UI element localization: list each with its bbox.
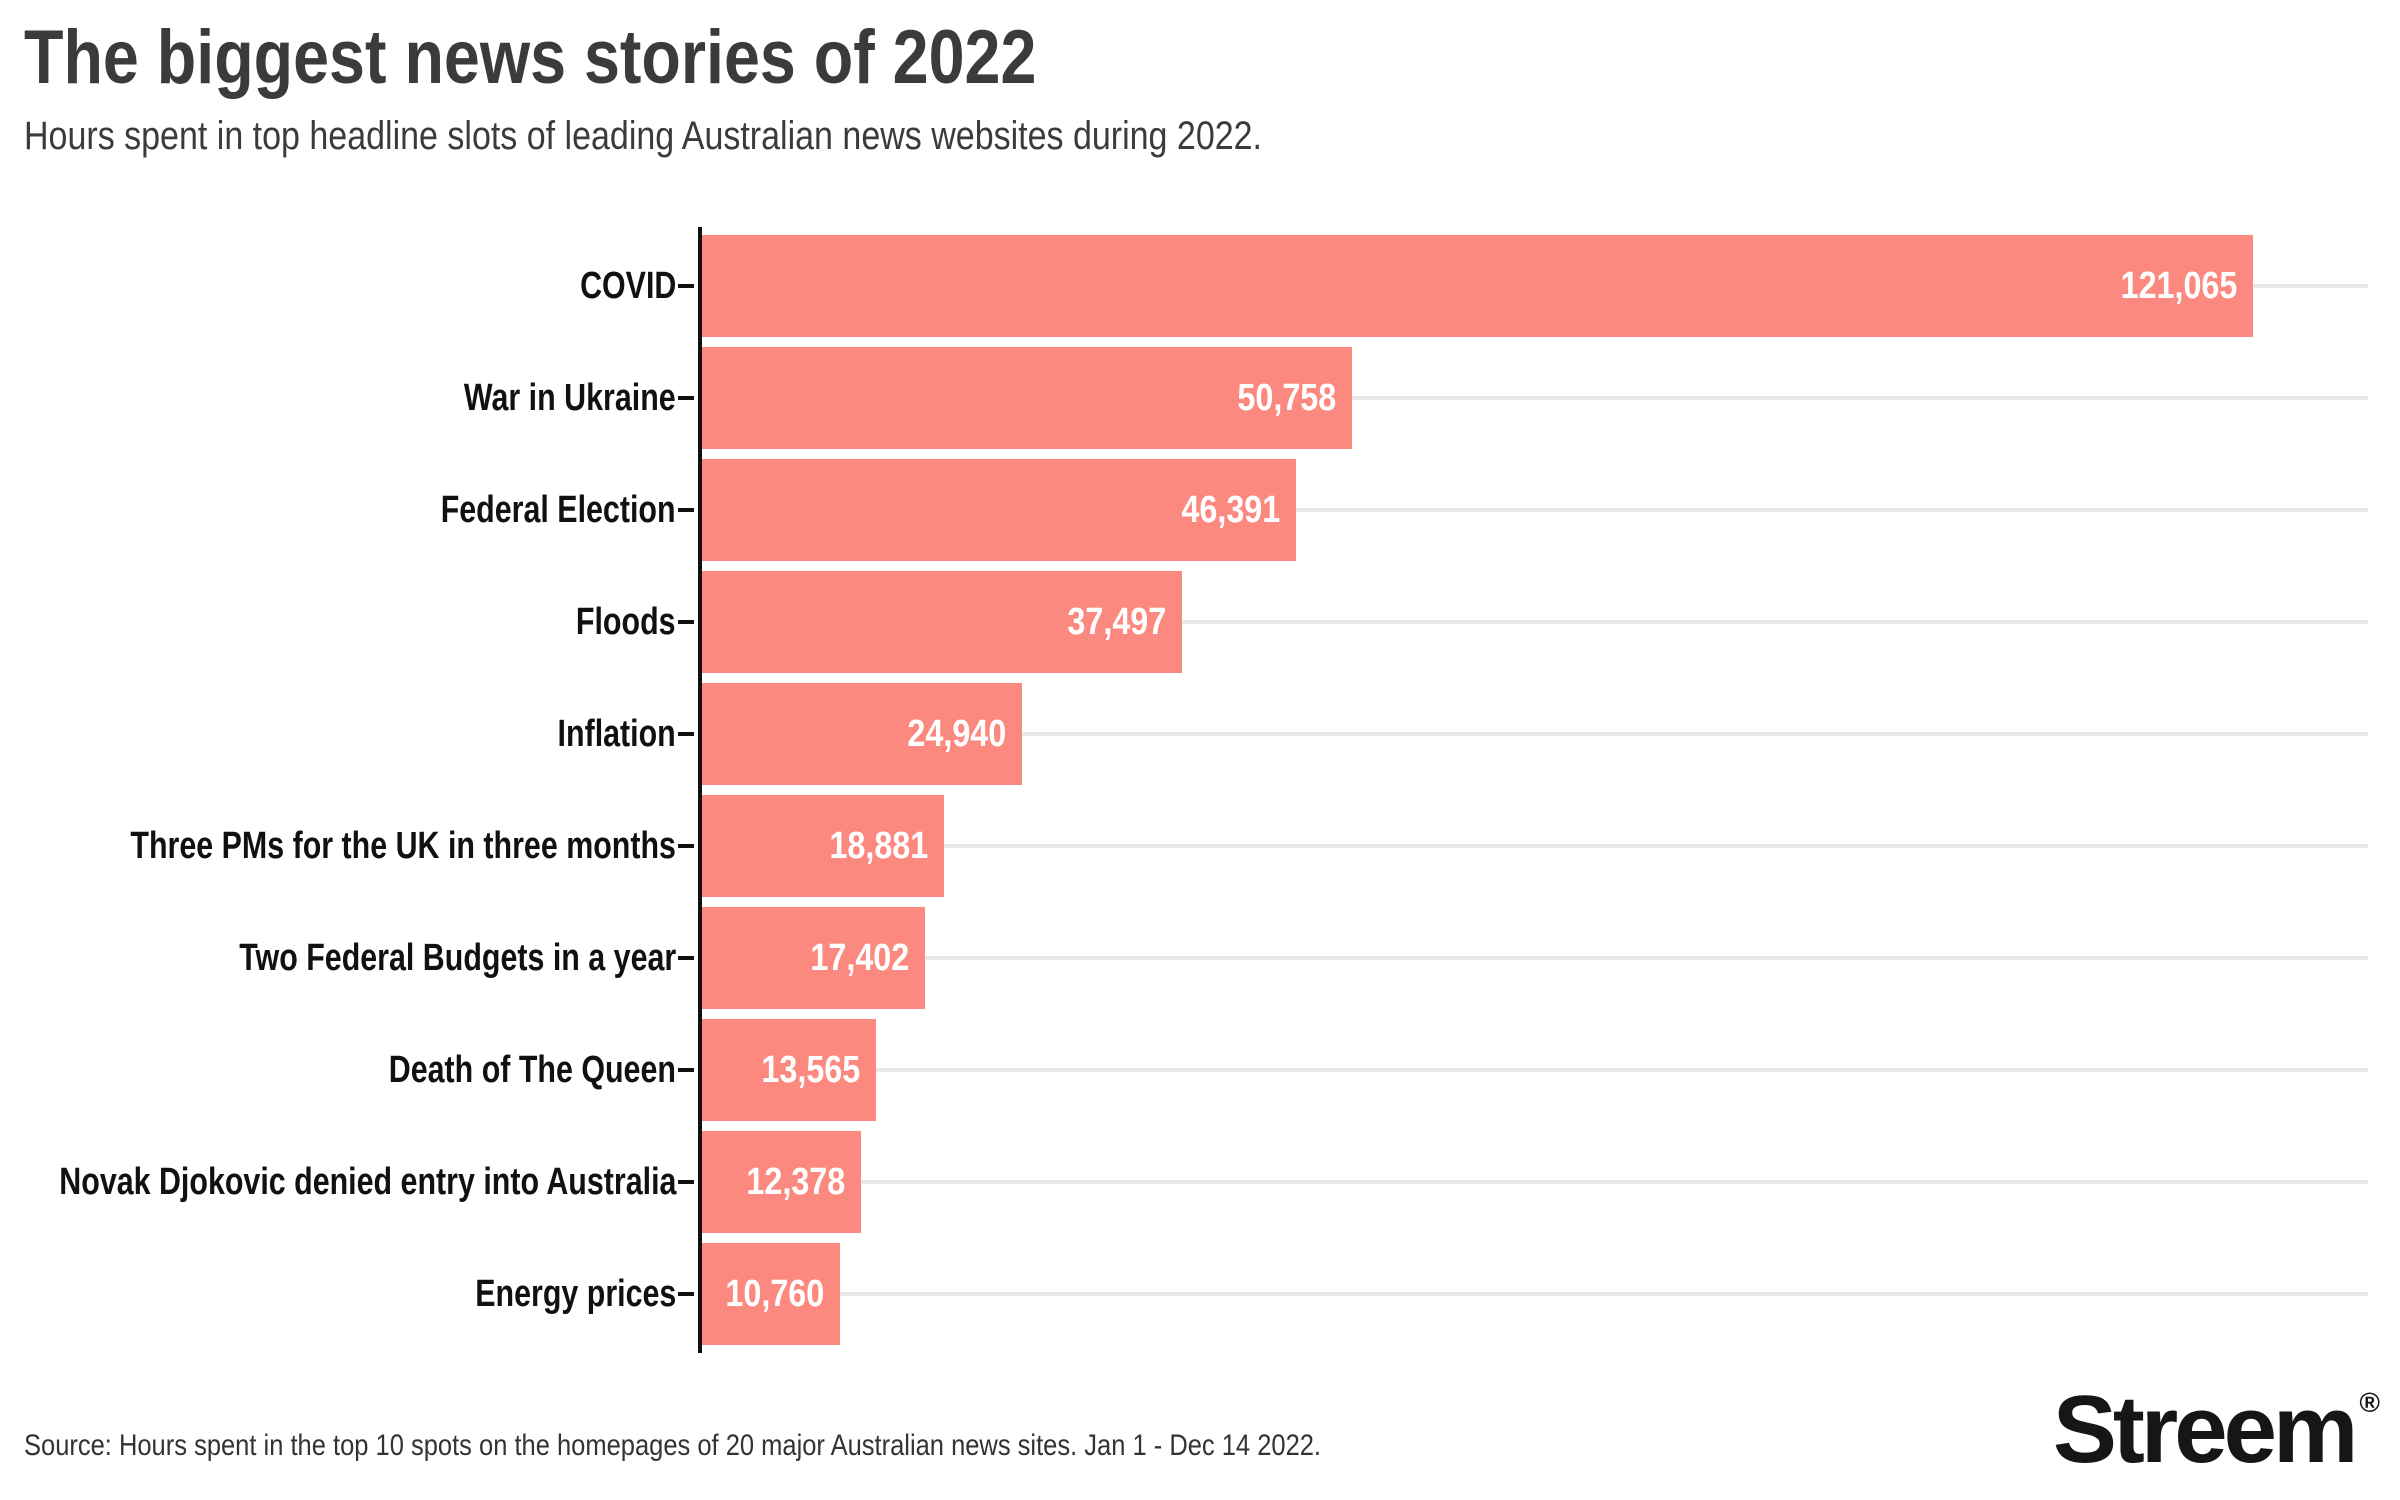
- bar-row: Three PMs for the UK in three months 18,…: [0, 795, 2400, 897]
- axis-tick: [676, 1131, 702, 1233]
- category-label: Two Federal Budgets in a year: [239, 937, 676, 979]
- bar-row: Federal Election 46,391: [0, 459, 2400, 561]
- axis-tick: [676, 459, 702, 561]
- bar: 12,378: [702, 1131, 861, 1233]
- axis-tick: [676, 235, 702, 337]
- axis-tick-mark: [678, 284, 694, 288]
- axis-tick-mark: [678, 1292, 694, 1296]
- bar: 17,402: [702, 907, 925, 1009]
- bar-row: Two Federal Budgets in a year 17,402: [0, 907, 2400, 1009]
- source-note-text: Source: Hours spent in the top 10 spots …: [24, 1429, 1322, 1462]
- category-label: Novak Djokovic denied entry into Austral…: [58, 1161, 676, 1203]
- bar: 24,940: [702, 683, 1022, 785]
- category-label: COVID: [579, 265, 676, 307]
- bar-track: 17,402: [702, 907, 2368, 1009]
- bar-track: 10,760: [702, 1243, 2368, 1345]
- bar: 46,391: [702, 459, 1296, 561]
- axis-tick: [676, 795, 702, 897]
- axis-tick: [676, 571, 702, 673]
- registered-trademark-icon: ®: [2359, 1387, 2380, 1418]
- value-label: 46,391: [1181, 489, 1280, 531]
- bar-row: COVID 121,065: [0, 235, 2400, 337]
- gridline: [702, 1180, 2368, 1184]
- axis-tick-mark: [678, 508, 694, 512]
- value-label: 17,402: [810, 937, 909, 979]
- value-label: 24,940: [907, 713, 1006, 755]
- category-label: Death of The Queen: [388, 1049, 676, 1091]
- axis-tick-mark: [678, 956, 694, 960]
- value-label: 121,065: [2120, 265, 2237, 307]
- axis-tick-mark: [678, 1180, 694, 1184]
- chart-subtitle: Hours spent in top headline slots of lea…: [24, 112, 1480, 160]
- bar-track: 18,881: [702, 795, 2368, 897]
- category-label: Federal Election: [441, 489, 676, 531]
- bar-track: 37,497: [702, 571, 2368, 673]
- category-label: War in Ukraine: [464, 377, 676, 419]
- chart-subtitle-text: Hours spent in top headline slots of lea…: [24, 114, 1262, 158]
- axis-tick-mark: [678, 1068, 694, 1072]
- bar-track: 13,565: [702, 1019, 2368, 1121]
- category-label: Energy prices: [474, 1273, 676, 1315]
- bar-row: Inflation 24,940: [0, 683, 2400, 785]
- chart-title-text: The biggest news stories of 2022: [24, 15, 1037, 100]
- axis-tick: [676, 907, 702, 1009]
- gridline: [702, 1068, 2368, 1072]
- bar-row: War in Ukraine 50,758: [0, 347, 2400, 449]
- value-label: 13,565: [761, 1049, 860, 1091]
- value-label: 37,497: [1067, 601, 1166, 643]
- bar-row: Novak Djokovic denied entry into Austral…: [0, 1131, 2400, 1233]
- gridline: [702, 396, 2368, 400]
- source-note: Source: Hours spent in the top 10 spots …: [24, 1428, 1550, 1464]
- bar-row: Death of The Queen 13,565: [0, 1019, 2400, 1121]
- axis-tick-mark: [678, 844, 694, 848]
- bar-track: 121,065: [702, 235, 2368, 337]
- category-label: Three PMs for the UK in three months: [130, 825, 676, 867]
- axis-tick: [676, 1243, 702, 1345]
- axis-tick: [676, 347, 702, 449]
- chart-title: The biggest news stories of 2022: [24, 18, 1215, 98]
- streem-logo-text: Streem: [2052, 1376, 2358, 1483]
- gridline: [702, 732, 2368, 736]
- bar-track: 50,758: [702, 347, 2368, 449]
- bar-rows: COVID 121,065 War in Ukraine 50,758 Fede…: [0, 235, 2400, 1345]
- bar-chart-plot: COVID 121,065 War in Ukraine 50,758 Fede…: [0, 227, 2400, 1353]
- gridline: [702, 508, 2368, 512]
- bar: 18,881: [702, 795, 944, 897]
- bar: 13,565: [702, 1019, 876, 1121]
- gridline: [702, 1292, 2368, 1296]
- axis-tick: [676, 683, 702, 785]
- bar-track: 12,378: [702, 1131, 2368, 1233]
- y-axis-line: [698, 227, 702, 1353]
- bar-row: Energy prices 10,760: [0, 1243, 2400, 1345]
- bar: 50,758: [702, 347, 1352, 449]
- streem-logo: Streem ®: [2053, 1379, 2380, 1481]
- axis-tick-mark: [678, 732, 694, 736]
- bar: 121,065: [702, 235, 2253, 337]
- bar-track: 46,391: [702, 459, 2368, 561]
- axis-tick-mark: [678, 620, 694, 624]
- bar: 10,760: [702, 1243, 840, 1345]
- bar-track: 24,940: [702, 683, 2368, 785]
- axis-tick-mark: [678, 396, 694, 400]
- bar: 37,497: [702, 571, 1182, 673]
- value-label: 50,758: [1237, 377, 1336, 419]
- category-label: Floods: [576, 601, 676, 643]
- gridline: [702, 956, 2368, 960]
- value-label: 12,378: [746, 1161, 845, 1203]
- gridline: [702, 844, 2368, 848]
- bar-row: Floods 37,497: [0, 571, 2400, 673]
- axis-tick: [676, 1019, 702, 1121]
- value-label: 18,881: [829, 825, 928, 867]
- gridline: [702, 620, 2368, 624]
- value-label: 10,760: [725, 1273, 824, 1315]
- category-label: Inflation: [557, 713, 676, 755]
